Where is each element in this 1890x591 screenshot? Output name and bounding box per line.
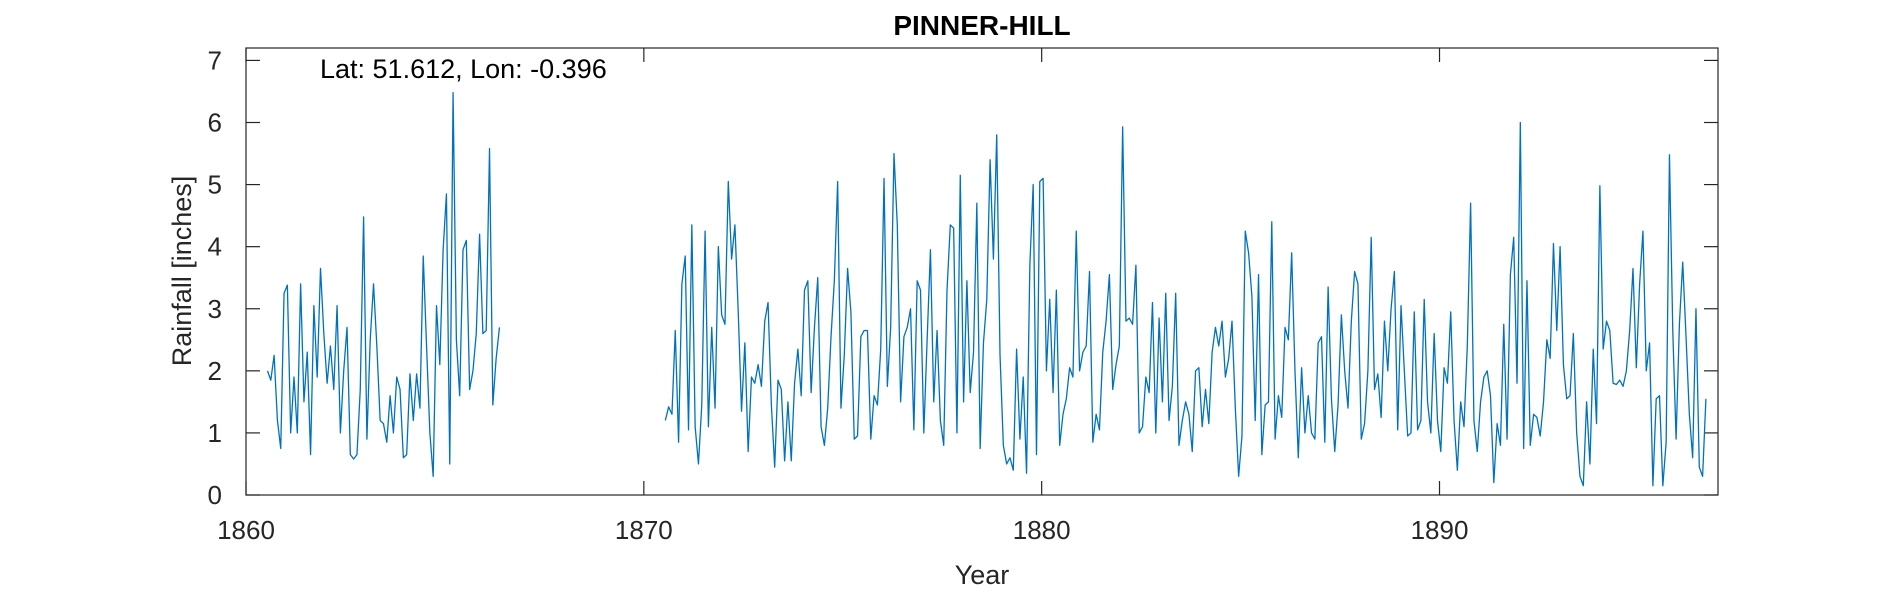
y-tick-label: 0 [208,480,222,510]
y-tick-label: 3 [208,294,222,324]
y-tick-label: 6 [208,108,222,138]
x-axis-label: Year [955,560,1010,590]
rainfall-line-segment [266,92,501,478]
chart-title: PINNER-HILL [893,10,1070,41]
axis-ticks: 1860 1870 1880 1890 0 1 2 3 4 5 6 7 [208,45,1718,545]
y-tick-label: 4 [208,232,222,262]
x-tick-label: 1890 [1411,515,1469,545]
rainfall-series [266,92,1707,487]
rainfall-line-segment [664,121,1707,487]
y-tick-label: 5 [208,170,222,200]
location-annotation: Lat: 51.612, Lon: -0.396 [320,54,607,84]
y-tick-label: 1 [208,418,222,448]
y-tick-label: 7 [208,45,222,75]
x-tick-label: 1880 [1013,515,1071,545]
y-axis-label: Rainfall [inches] [167,176,197,367]
x-tick-label: 1870 [615,515,673,545]
x-tick-label: 1860 [217,515,275,545]
y-tick-label: 2 [208,356,222,386]
